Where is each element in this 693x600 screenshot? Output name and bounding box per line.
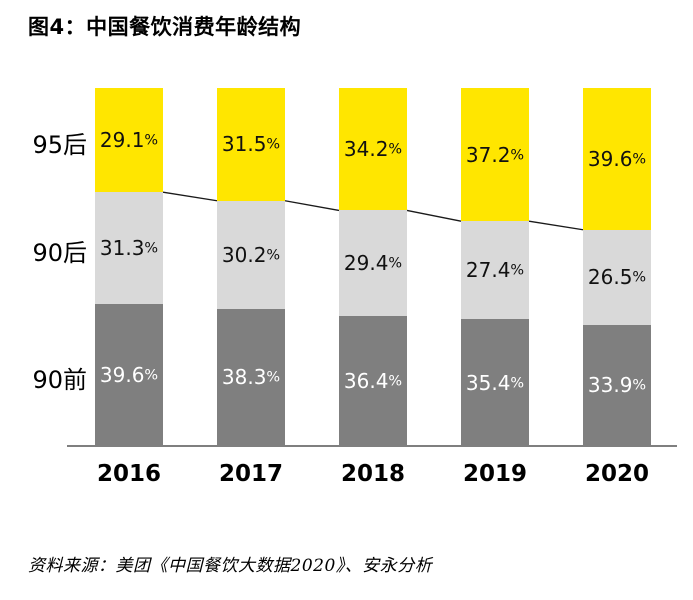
data-label-90后-2019: 27.4% bbox=[465, 258, 525, 283]
x-axis-label-2020: 2020 bbox=[584, 461, 649, 487]
segment-95后-2017: 31.5% bbox=[217, 88, 285, 201]
row-label-95后: 95后 bbox=[32, 131, 87, 160]
segment-90前-2019: 35.4% bbox=[461, 319, 529, 446]
connector-line-2018-2019 bbox=[406, 209, 462, 222]
segment-95后-2018: 34.2% bbox=[339, 88, 407, 211]
segment-90后-2020: 26.5% bbox=[583, 229, 651, 325]
data-label-95后-2019: 37.2% bbox=[465, 142, 525, 167]
segment-90前-2017: 38.3% bbox=[217, 308, 285, 446]
source-note: 资料来源：美团《中国餐饮大数据2020》、安永分析 bbox=[28, 556, 433, 576]
connector-line-2017-2018 bbox=[284, 200, 340, 212]
stacked-bar-chart: 29.1% 31.3% 39.6% 2016 31.5% 30.2% 38.3% 2017 34… bbox=[32, 88, 677, 487]
data-label-95后-2020: 39.6% bbox=[587, 146, 647, 171]
data-label-95后-2017: 31.5% bbox=[221, 132, 281, 157]
data-label-90后-2020: 26.5% bbox=[587, 265, 647, 290]
segment-90后-2019: 27.4% bbox=[461, 221, 529, 320]
bar-2016: 29.1% 31.3% 39.6% bbox=[95, 88, 163, 446]
data-label-90前-2016: 39.6% bbox=[99, 363, 159, 388]
data-label-90后-2016: 31.3% bbox=[99, 236, 159, 261]
segment-95后-2019: 37.2% bbox=[461, 88, 529, 222]
segment-90前-2020: 33.9% bbox=[583, 324, 651, 446]
data-label-90前-2020: 33.9% bbox=[587, 373, 647, 398]
data-label-90后-2018: 29.4% bbox=[343, 251, 403, 276]
data-label-90前-2017: 38.3% bbox=[221, 365, 281, 390]
x-axis-label-2017: 2017 bbox=[218, 461, 283, 487]
bar-2018: 34.2% 29.4% 36.4% bbox=[339, 88, 407, 446]
row-label-90前: 90前 bbox=[32, 366, 87, 395]
connector-line-2016-2017 bbox=[162, 191, 218, 202]
segment-90后-2016: 31.3% bbox=[95, 192, 163, 305]
data-label-90前-2019: 35.4% bbox=[465, 370, 525, 395]
row-label-90后: 90后 bbox=[32, 239, 87, 268]
x-axis-label-2019: 2019 bbox=[462, 461, 527, 487]
x-axis-label-2016: 2016 bbox=[96, 461, 161, 487]
segment-90前-2016: 39.6% bbox=[95, 304, 163, 446]
data-label-95后-2018: 34.2% bbox=[343, 137, 403, 162]
segment-90后-2018: 29.4% bbox=[339, 210, 407, 316]
bar-2017: 31.5% 30.2% 38.3% bbox=[217, 88, 285, 446]
segment-95后-2020: 39.6% bbox=[583, 88, 651, 230]
data-label-90后-2017: 30.2% bbox=[221, 242, 281, 267]
segment-95后-2016: 29.1% bbox=[95, 88, 163, 193]
data-label-95后-2016: 29.1% bbox=[99, 128, 159, 153]
data-label-90前-2018: 36.4% bbox=[343, 368, 403, 393]
segment-90后-2017: 30.2% bbox=[217, 200, 285, 309]
x-axis-line bbox=[67, 445, 677, 447]
segment-90前-2018: 36.4% bbox=[339, 315, 407, 446]
bar-2020: 39.6% 26.5% 33.9% bbox=[583, 88, 651, 446]
connector-line-2019-2020 bbox=[528, 220, 584, 231]
bar-2019: 37.2% 27.4% 35.4% bbox=[461, 88, 529, 446]
chart-title: 图4：中国餐饮消费年龄结构 bbox=[28, 15, 302, 39]
x-axis-label-2018: 2018 bbox=[340, 461, 405, 487]
